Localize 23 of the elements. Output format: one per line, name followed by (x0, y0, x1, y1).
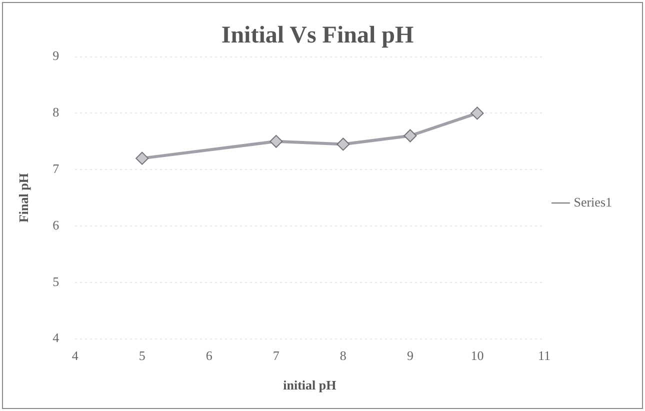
y-tick-label: 4 (52, 330, 60, 346)
x-tick-label: 7 (272, 348, 280, 364)
x-tick-label: 4 (72, 348, 79, 364)
y-axis-title: Final pH (16, 173, 32, 223)
y-tick-label: 5 (52, 274, 60, 289)
x-axis-title: initial pH (283, 378, 336, 393)
point (270, 134, 283, 148)
x-tick-label: 11 (538, 348, 550, 364)
chart-title: Initial Vs Final pH (221, 22, 414, 49)
y-tick-label: 9 (52, 48, 60, 64)
point (336, 138, 350, 151)
x-tick-label: 8 (340, 348, 346, 364)
x-tick-label: 6 (206, 348, 213, 364)
y-tick-label: 6 (52, 217, 60, 232)
legend-label: Series1 (574, 194, 612, 210)
point (470, 106, 484, 120)
y-tick-label: 7 (52, 161, 60, 176)
x-tick-label: 9 (406, 348, 414, 364)
point (136, 152, 149, 165)
x-tick-label: 10 (470, 348, 484, 364)
x-tick-label: 5 (138, 348, 146, 364)
point (404, 129, 417, 142)
y-tick-label: 8 (52, 104, 60, 120)
